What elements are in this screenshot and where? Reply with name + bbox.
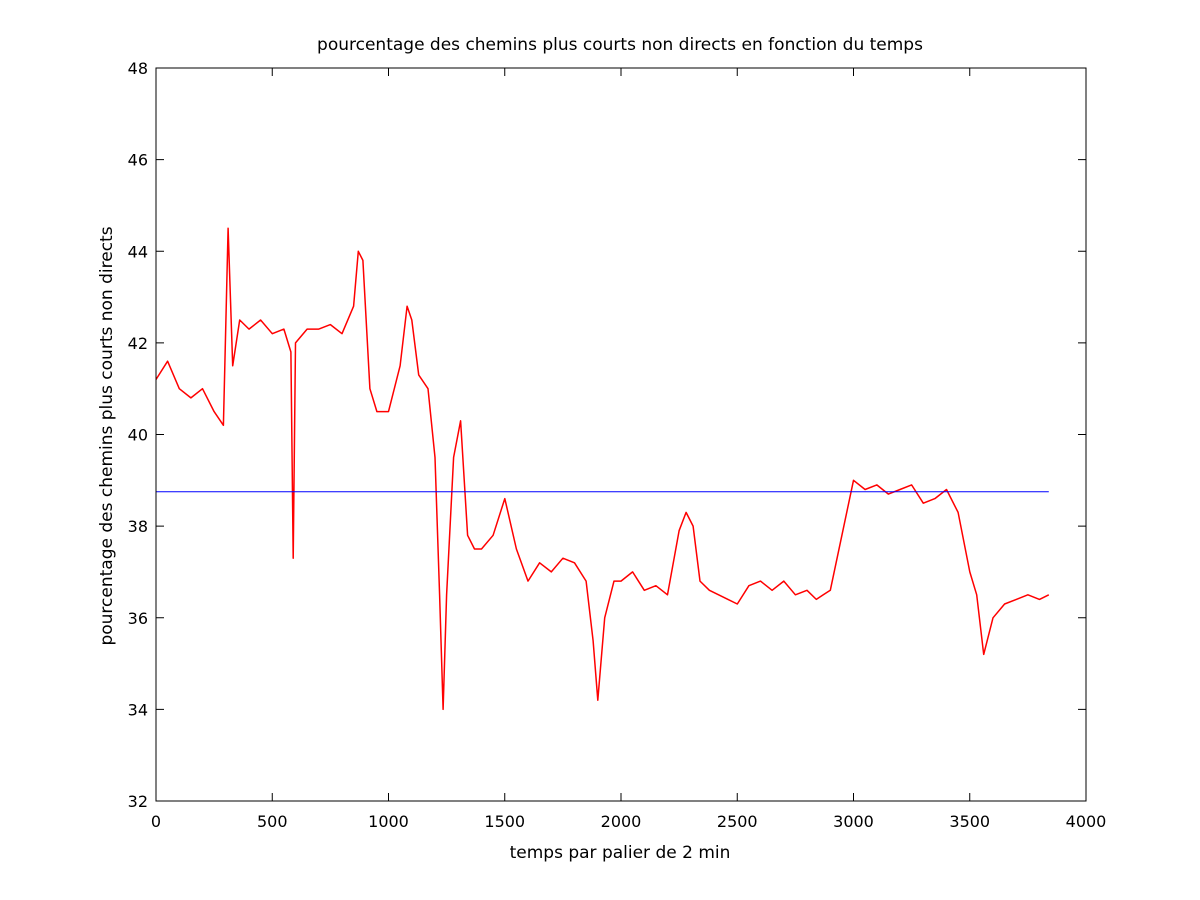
y-tick-label: 44: [128, 242, 148, 261]
y-tick-label: 42: [128, 334, 148, 353]
x-tick-label: 1000: [368, 812, 409, 831]
y-tick-label: 40: [128, 426, 148, 445]
y-axis-label: pourcentage des chemins plus courts non …: [97, 226, 117, 645]
x-tick-label: 2500: [717, 812, 758, 831]
y-tick-label: 36: [128, 609, 148, 628]
y-tick-label: 48: [128, 59, 148, 78]
y-tick-label: 32: [128, 792, 148, 811]
x-tick-label: 1500: [484, 812, 525, 831]
x-tick-label: 3500: [949, 812, 990, 831]
y-tick-label: 46: [128, 151, 148, 170]
x-axis: 0 500 1000 1500 2000 2500 3000 3500 4000: [151, 68, 1106, 831]
data-series-line: [155, 227, 1050, 711]
x-tick-label: 0: [151, 812, 161, 831]
plot-area: [155, 227, 1050, 711]
x-tick-label: 4000: [1066, 812, 1107, 831]
x-tick-label: 3000: [833, 812, 874, 831]
y-tick-label: 34: [128, 700, 148, 719]
chart-title: pourcentage des chemins plus courts non …: [317, 35, 923, 55]
x-tick-label: 2000: [601, 812, 642, 831]
x-axis-label: temps par palier de 2 min: [510, 843, 731, 863]
y-tick-label: 38: [128, 517, 148, 536]
y-axis: 32 34 36 38 40 42 44 46 48: [128, 59, 1086, 811]
x-tick-label: 500: [257, 812, 288, 831]
